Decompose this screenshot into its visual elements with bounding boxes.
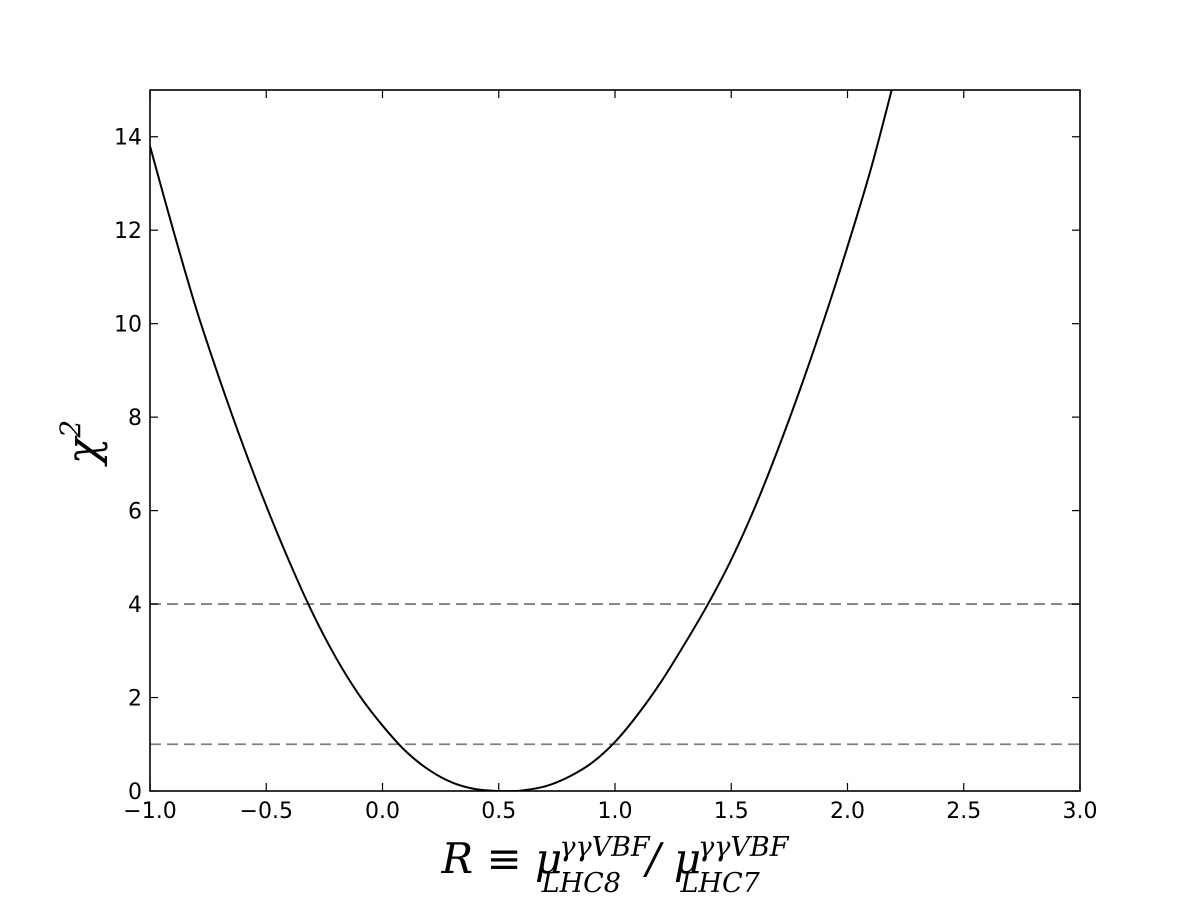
x-axis-label-sup1: γγVBF: [559, 832, 651, 863]
x-tick-label: 1.0: [598, 799, 633, 824]
x-tick-label: 1.5: [714, 799, 749, 824]
y-axis-label: χ2: [54, 420, 109, 468]
y-tick-label: 12: [114, 219, 142, 244]
x-tick-label: 0.0: [365, 799, 400, 824]
y-tick-label: 10: [114, 313, 142, 338]
y-tick-label: 6: [128, 500, 142, 525]
chi2-curve: [150, 90, 893, 791]
x-tick-label: 2.0: [830, 799, 865, 824]
x-tick-label: −1.0: [123, 799, 176, 824]
axes-frame: [149, 89, 1081, 792]
y-tick-label: 8: [128, 406, 142, 431]
series-layer: [150, 90, 893, 791]
x-axis-label-main: R ≡ μ: [441, 834, 563, 883]
x-tick-label: −0.5: [240, 799, 293, 824]
x-axis-label-sup2: γγVBF: [698, 832, 790, 863]
x-axis-label-sub1: LHC8: [541, 868, 621, 899]
y-axis-label-sup: 2: [54, 420, 87, 439]
x-tick-label: 3.0: [1063, 799, 1098, 824]
y-tick-label: 4: [128, 593, 142, 618]
tick-labels: −1.0 −0.5 0.0 0.5 1.0 1.5 2.0 2.5 3.0 0 2 4 6 8 10 12 14: [114, 126, 1098, 824]
y-tick-label: 2: [128, 687, 142, 712]
y-tick-label: 14: [114, 126, 142, 151]
x-tick-label: 0.5: [481, 799, 516, 824]
reference-lines: [150, 603, 1080, 746]
y-tick-label: 0: [128, 780, 142, 805]
x-axis-label-sub2: LHC7: [680, 868, 761, 899]
y-axis-label-main: χ: [58, 435, 109, 467]
x-axis-label: R ≡ μγγVBF LHC8 / μγγVBF LHC7: [441, 832, 790, 899]
tick-marks: [149, 90, 1081, 792]
x-tick-label: 2.5: [946, 799, 981, 824]
x-axis-label-sep: / μ: [633, 834, 701, 883]
